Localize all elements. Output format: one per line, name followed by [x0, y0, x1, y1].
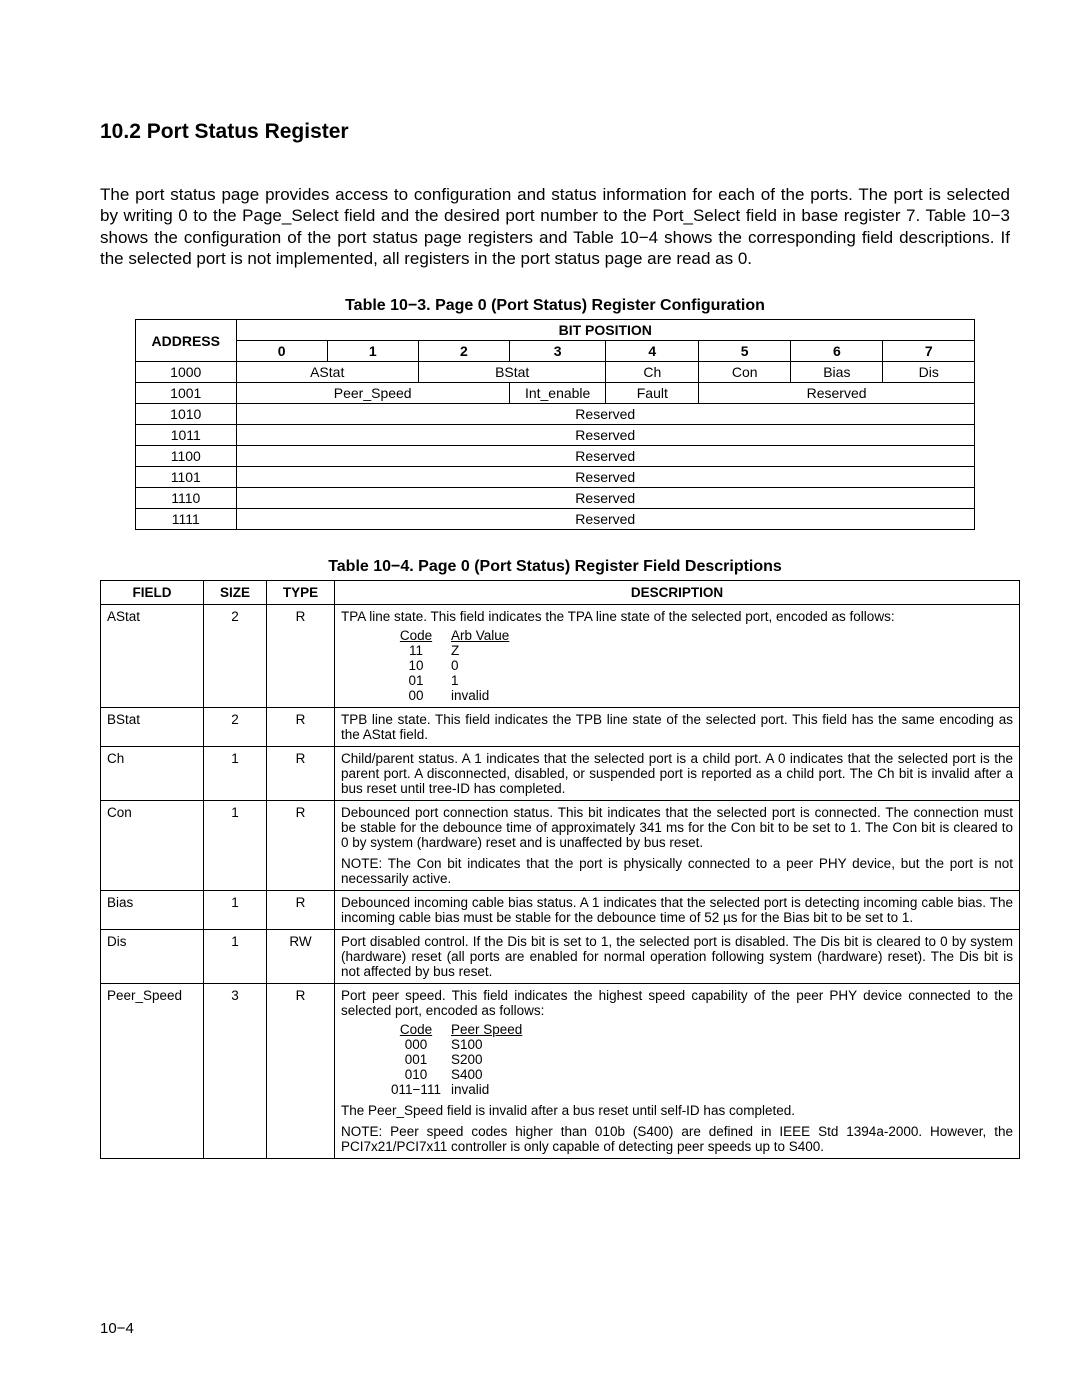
cfg-field-cell: Fault: [606, 383, 699, 404]
desc-size-cell: 1: [204, 801, 267, 891]
desc-size-cell: 1: [204, 747, 267, 801]
desc-size-cell: 3: [204, 984, 267, 1159]
cfg-address-cell: 1011: [136, 425, 237, 446]
desc-field-cell: BStat: [101, 708, 204, 747]
cfg-field-cell: Reserved: [236, 488, 974, 509]
cfg-field-cell: Peer_Speed: [236, 383, 509, 404]
desc-field-cell: AStat: [101, 605, 204, 708]
cfg-bit-header: 4: [606, 341, 699, 362]
section-number: 10.2: [100, 120, 141, 143]
cfg-field-cell: BStat: [418, 362, 606, 383]
cfg-address-cell: 1110: [136, 488, 237, 509]
table-10-4: FIELDSIZETYPEDESCRIPTIONAStat2RTPA line …: [100, 580, 1020, 1159]
cfg-bit-header: 7: [883, 341, 975, 362]
desc-type-cell: R: [267, 801, 335, 891]
desc-field-cell: Bias: [101, 891, 204, 930]
desc-field-cell: Ch: [101, 747, 204, 801]
table-10-4-caption: Table 10−4. Page 0 (Port Status) Registe…: [100, 558, 1010, 576]
cfg-field-cell: Ch: [606, 362, 699, 383]
cfg-address-cell: 1000: [136, 362, 237, 383]
desc-type-cell: R: [267, 984, 335, 1159]
cfg-field-cell: Dis: [883, 362, 975, 383]
desc-field-cell: Peer_Speed: [101, 984, 204, 1159]
desc-description-cell: Debounced incoming cable bias status. A …: [335, 891, 1020, 930]
cfg-field-cell: Reserved: [236, 467, 974, 488]
desc-description-cell: Child/parent status. A 1 indicates that …: [335, 747, 1020, 801]
desc-field-cell: Con: [101, 801, 204, 891]
cfg-bit-header: 5: [699, 341, 791, 362]
cfg-bit-header: 3: [509, 341, 606, 362]
cfg-address-cell: 1101: [136, 467, 237, 488]
section-title-text: Port Status Register: [147, 120, 349, 143]
cfg-bit-header: 2: [418, 341, 509, 362]
cfg-address-cell: 1001: [136, 383, 237, 404]
desc-size-cell: 2: [204, 708, 267, 747]
cfg-field-cell: Reserved: [236, 425, 974, 446]
cfg-header-address: ADDRESS: [136, 320, 237, 362]
desc-type-cell: RW: [267, 930, 335, 984]
desc-type-cell: R: [267, 891, 335, 930]
desc-field-cell: Dis: [101, 930, 204, 984]
cfg-header-bitposition: BIT POSITION: [236, 320, 974, 341]
cfg-field-cell: Reserved: [236, 404, 974, 425]
desc-description-cell: TPB line state. This field indicates the…: [335, 708, 1020, 747]
cfg-bit-header: 0: [236, 341, 327, 362]
section-heading: 10.2 Port Status Register: [100, 120, 1010, 144]
cfg-field-cell: AStat: [236, 362, 418, 383]
desc-description-cell: Port disabled control. If the Dis bit is…: [335, 930, 1020, 984]
desc-description-cell: Port peer speed. This field indicates th…: [335, 984, 1020, 1159]
desc-header-size: SIZE: [204, 581, 267, 605]
table-10-3-caption: Table 10−3. Page 0 (Port Status) Registe…: [100, 297, 1010, 315]
cfg-field-cell: Reserved: [699, 383, 975, 404]
desc-type-cell: R: [267, 708, 335, 747]
desc-header-desc: DESCRIPTION: [335, 581, 1020, 605]
desc-size-cell: 1: [204, 930, 267, 984]
intro-paragraph: The port status page provides access to …: [100, 184, 1010, 269]
desc-type-cell: R: [267, 605, 335, 708]
cfg-address-cell: 1010: [136, 404, 237, 425]
cfg-bit-header: 1: [327, 341, 418, 362]
cfg-field-cell: Reserved: [236, 509, 974, 530]
desc-size-cell: 1: [204, 891, 267, 930]
desc-header-field: FIELD: [101, 581, 204, 605]
cfg-field-cell: Bias: [791, 362, 883, 383]
cfg-address-cell: 1100: [136, 446, 237, 467]
desc-description-cell: TPA line state. This field indicates the…: [335, 605, 1020, 708]
desc-size-cell: 2: [204, 605, 267, 708]
cfg-field-cell: Int_enable: [509, 383, 606, 404]
cfg-bit-header: 6: [791, 341, 883, 362]
cfg-field-cell: Con: [699, 362, 791, 383]
cfg-address-cell: 1111: [136, 509, 237, 530]
page: 10.2 Port Status Register The port statu…: [0, 0, 1080, 1397]
desc-header-type: TYPE: [267, 581, 335, 605]
desc-type-cell: R: [267, 747, 335, 801]
desc-description-cell: Debounced port connection status. This b…: [335, 801, 1020, 891]
table-10-3: ADDRESSBIT POSITION01234567 1000AStatBSta…: [135, 319, 975, 530]
cfg-field-cell: Reserved: [236, 446, 974, 467]
page-number: 10−4: [100, 1320, 134, 1337]
